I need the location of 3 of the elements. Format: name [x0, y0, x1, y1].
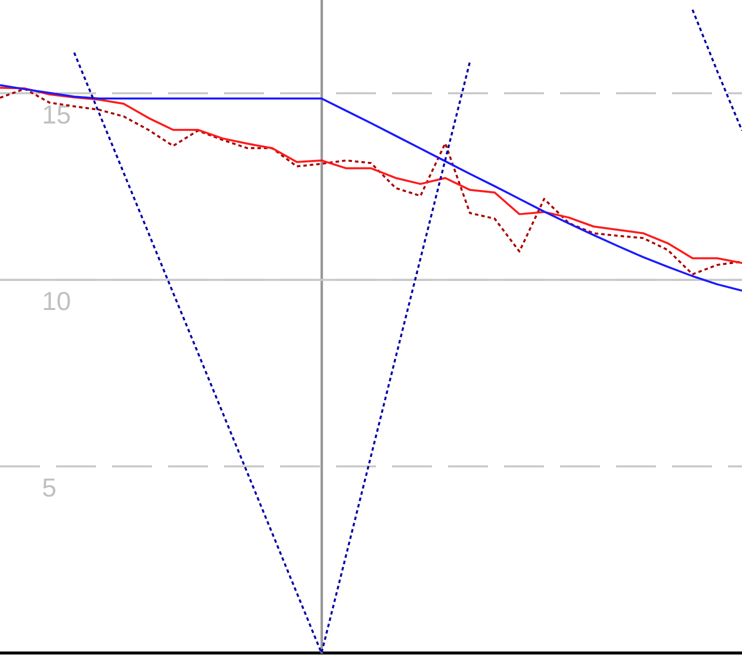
- y-tick-label: 5: [42, 472, 56, 503]
- y-tick-label: 15: [42, 99, 71, 130]
- y-tick-label: 10: [42, 286, 71, 316]
